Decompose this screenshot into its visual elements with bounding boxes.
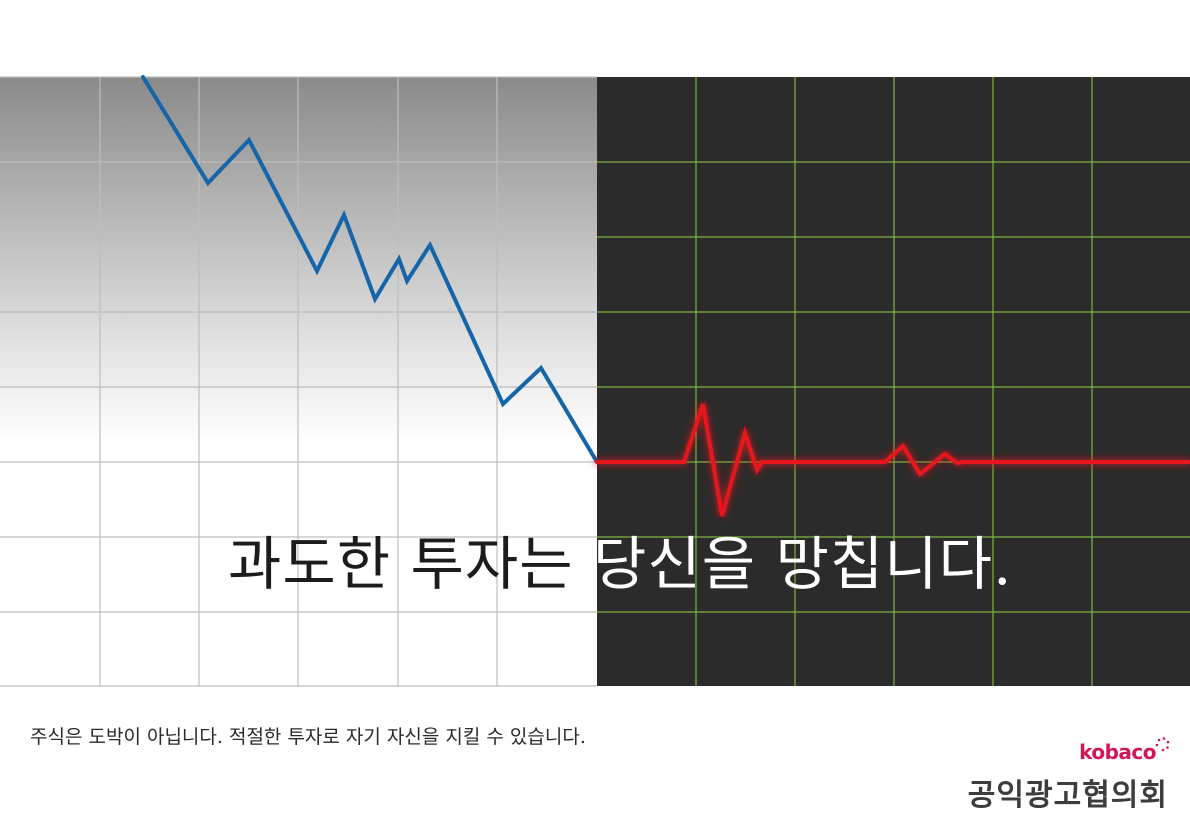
logo-organization: 공익광고협의회 — [967, 778, 1168, 813]
paper-grid — [0, 76, 597, 687]
logo-dots-icon — [1155, 737, 1170, 752]
headline: 과도한 투자는 당신을 망칩니다. — [228, 530, 1012, 600]
headline-part-light: 과도한 투자는 — [228, 530, 594, 598]
kobaco-logo: kobaco 공익광고협의회 — [967, 737, 1170, 814]
logo-wordmark-text: kobaco — [1079, 740, 1156, 764]
subcopy: 주식은 도박이 아닙니다. 적절한 투자로 자기 자신을 지킬 수 있습니다. — [30, 726, 586, 748]
heartbeat-line — [595, 403, 1190, 517]
headline-part-dark: 당신을 망칩니다. — [593, 530, 1013, 598]
falling-stock-line — [141, 75, 599, 464]
logo-wordmark: kobaco — [1079, 737, 1170, 764]
monitor-grid — [597, 77, 1190, 686]
